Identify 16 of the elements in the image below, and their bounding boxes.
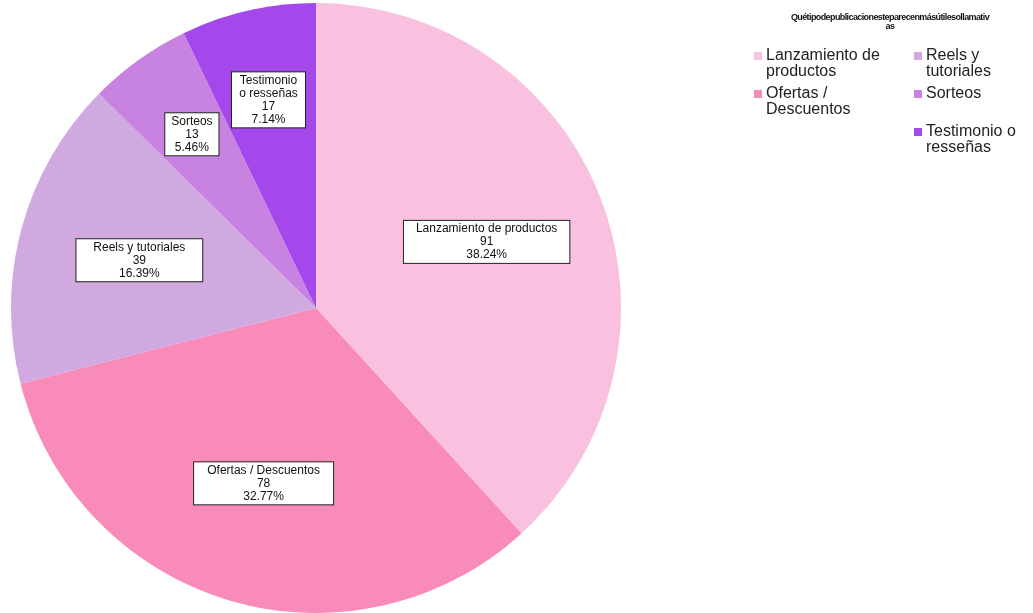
data-label: 17 7.14%: [251, 98, 286, 126]
slice-label: Reels y tutoriales: [93, 239, 186, 254]
data-label: 91 38.24%: [466, 234, 508, 262]
legend-label: Ofertas / Descuentos: [766, 84, 851, 117]
pie-slice: [20, 308, 522, 613]
data-label: 13 5.46%: [174, 126, 210, 154]
legend-label: Sorteos: [926, 84, 982, 101]
data-label: 78 32.77%: [243, 475, 285, 503]
legend-title: Quétipodepublicacionesteparecenmásútilesollamativas: [790, 12, 990, 31]
slice-label: Lanzamiento de productos: [415, 221, 558, 236]
legend-label: Lanzamiento de productos: [766, 46, 880, 79]
legend-label: Testimonio o resseñas: [926, 122, 1016, 155]
slice-label: Ofertas / Descuentos: [207, 462, 320, 477]
legend-label: Reels y tutoriales: [926, 46, 991, 79]
slice-label: Testimonio o resseñas: [239, 72, 298, 100]
slice-label: Sorteos: [171, 113, 213, 128]
